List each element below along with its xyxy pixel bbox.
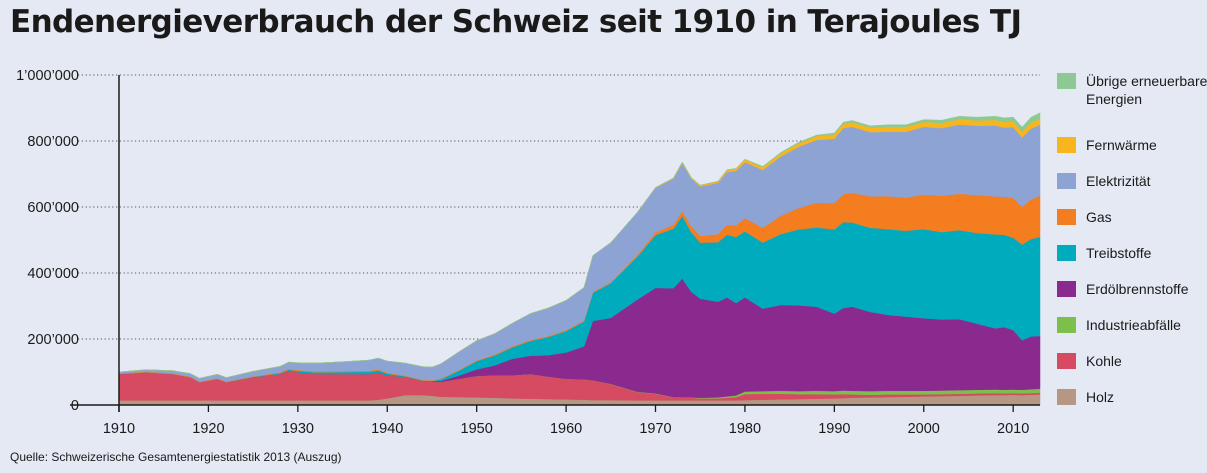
legend-item-brige-erneuerbare-energien: Übrige erneuerbare Energien <box>1057 72 1207 108</box>
gridlines <box>78 74 1040 340</box>
legend-label: Industrieabfälle <box>1086 317 1181 333</box>
legend-label: Elektrizität <box>1086 173 1151 189</box>
legend-label: Kohle <box>1086 353 1122 369</box>
y-tick-label: 1’000’000 <box>16 68 79 84</box>
legend-item-holz: Holz <box>1057 388 1207 406</box>
x-tick-label: 1940 <box>371 421 403 437</box>
legend-item-gas: Gas <box>1057 208 1207 226</box>
x-tick-label: 1910 <box>103 421 135 437</box>
x-tick-label: 1960 <box>550 421 582 437</box>
x-tick-label: 1970 <box>639 421 671 437</box>
legend-label: Erdölbrennstoffe <box>1086 281 1189 297</box>
legend-item-kohle: Kohle <box>1057 352 1207 370</box>
axes <box>70 75 1040 412</box>
area-series-brige-erneuerbare-energien <box>118 112 1041 379</box>
x-tick-label: 2010 <box>997 421 1029 437</box>
data-areas <box>118 112 1041 406</box>
source-note: Quelle: Schweizerische Gesamtenergiestat… <box>10 450 342 464</box>
legend-item-industrieabf-lle: Industrieabfälle <box>1057 316 1207 334</box>
y-tick-label: 400’000 <box>27 266 79 282</box>
chart-title: Endenergieverbrauch der Schweiz seit 191… <box>10 4 1022 40</box>
y-tick-label: 800’000 <box>27 134 79 150</box>
x-tick-label: 1980 <box>729 421 761 437</box>
legend-label: Holz <box>1086 389 1115 405</box>
legend-swatch <box>1057 389 1076 405</box>
x-tick-label: 1990 <box>818 421 850 437</box>
legend-label: Übrige erneuerbare Energien <box>1086 73 1207 107</box>
tick-labels: 0 200’000 400’000 600’000 800’000 1’000’000 19… <box>16 68 1029 437</box>
legend-label: Gas <box>1086 209 1112 225</box>
legend-swatch <box>1057 281 1076 297</box>
legend-swatch <box>1057 137 1076 153</box>
legend-swatch <box>1057 353 1076 369</box>
x-tick-label: 1950 <box>461 421 493 437</box>
legend-item-treibstoffe: Treibstoffe <box>1057 244 1207 262</box>
legend-item-erd-lbrennstoffe: Erdölbrennstoffe <box>1057 280 1207 298</box>
legend-label: Treibstoffe <box>1086 245 1152 261</box>
y-tick-label: 200’000 <box>27 332 79 348</box>
legend-swatch <box>1057 317 1076 333</box>
legend-label: Fernwärme <box>1086 137 1157 153</box>
legend-swatch <box>1057 245 1076 261</box>
y-tick-label: 600’000 <box>27 200 79 216</box>
x-tick-label: 1930 <box>282 421 314 437</box>
legend-swatch <box>1057 209 1076 225</box>
legend-item-fernw-rme: Fernwärme <box>1057 136 1207 154</box>
legend-item-elektrizit-t: Elektrizität <box>1057 172 1207 190</box>
y-tick-label: 0 <box>71 398 79 414</box>
x-tick-label: 2000 <box>908 421 940 437</box>
legend-swatch <box>1057 73 1076 89</box>
x-tick-label: 1920 <box>192 421 224 437</box>
legend-swatch <box>1057 173 1076 189</box>
